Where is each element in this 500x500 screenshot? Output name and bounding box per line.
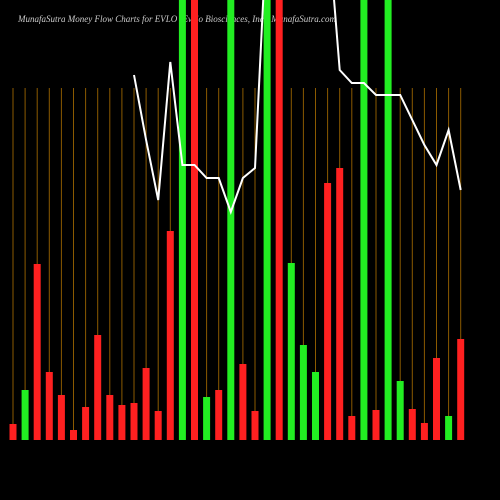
bar <box>9 424 17 440</box>
bar <box>45 372 53 440</box>
bar <box>227 0 235 440</box>
bar <box>239 364 247 440</box>
bar <box>263 0 271 440</box>
money-flow-line <box>133 0 462 215</box>
bar <box>420 423 428 440</box>
bar <box>433 358 440 440</box>
bar <box>348 416 356 440</box>
bar <box>336 168 344 440</box>
bar <box>215 390 223 440</box>
bar <box>142 368 150 440</box>
bar <box>251 411 259 440</box>
bar <box>21 390 29 440</box>
bar <box>118 405 126 440</box>
bar <box>324 183 332 440</box>
chart-title: MunafaSutra Money Flow Charts for EVLO (… <box>17 14 336 24</box>
bar <box>384 0 392 440</box>
bar <box>94 335 102 440</box>
bar <box>287 263 295 440</box>
bar <box>299 345 307 440</box>
bar <box>130 403 138 440</box>
bar <box>275 0 283 440</box>
bar <box>178 0 186 440</box>
bar <box>445 416 453 440</box>
bar <box>106 395 114 440</box>
bar <box>312 372 319 440</box>
bar <box>360 0 368 440</box>
bar <box>408 409 416 440</box>
bar <box>203 397 211 440</box>
bar <box>70 430 77 440</box>
bar <box>154 411 162 440</box>
bar <box>457 339 465 440</box>
bar <box>82 407 90 440</box>
bar <box>57 395 65 440</box>
bar <box>372 410 380 440</box>
bar <box>166 231 174 440</box>
bar <box>33 264 41 440</box>
bar <box>191 0 198 440</box>
bar <box>396 381 404 440</box>
